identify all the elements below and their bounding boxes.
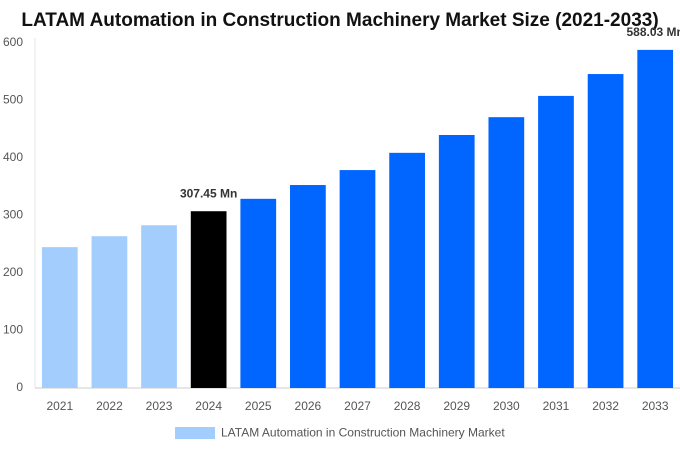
legend-swatch	[175, 427, 215, 439]
x-tick-label: 2027	[344, 399, 371, 413]
x-tick-label: 2025	[245, 399, 272, 413]
x-tick-label: 2023	[146, 399, 173, 413]
x-tick-label: 2022	[96, 399, 123, 413]
bar	[190, 211, 227, 388]
x-tick-label: 2024	[195, 399, 222, 413]
x-tick-label: 2031	[543, 399, 570, 413]
chart-title: LATAM Automation in Construction Machine…	[21, 10, 658, 31]
bar	[240, 198, 277, 388]
bar	[587, 74, 624, 389]
x-tick-label: 2028	[394, 399, 421, 413]
y-tick-label: 600	[3, 35, 23, 49]
bar	[438, 135, 475, 388]
bar	[290, 185, 326, 388]
x-tick-label: 2026	[295, 399, 322, 413]
bar	[41, 247, 78, 388]
x-tick-label: 2033	[642, 399, 669, 413]
x-tick-label: 2032	[592, 399, 619, 413]
y-tick-label: 400	[3, 150, 23, 164]
data-label: 307.45 Mn	[180, 186, 237, 200]
bar	[389, 152, 425, 388]
x-tick-label: 2029	[443, 399, 470, 413]
bar	[538, 95, 574, 389]
bar	[339, 170, 376, 388]
bar	[488, 117, 525, 389]
y-tick-label: 100	[3, 323, 23, 337]
legend-label: LATAM Automation in Construction Machine…	[221, 426, 505, 440]
x-tick-label: 2030	[493, 399, 520, 413]
bar	[141, 225, 177, 388]
data-label: 588.03 Mn	[627, 25, 680, 39]
y-tick-label: 300	[3, 208, 23, 222]
x-tick-label: 2021	[46, 399, 73, 413]
y-tick-label: 500	[3, 93, 23, 107]
bar	[91, 236, 128, 388]
y-tick-label: 200	[3, 265, 23, 279]
bar	[637, 49, 674, 388]
y-tick-label: 0	[16, 380, 23, 394]
